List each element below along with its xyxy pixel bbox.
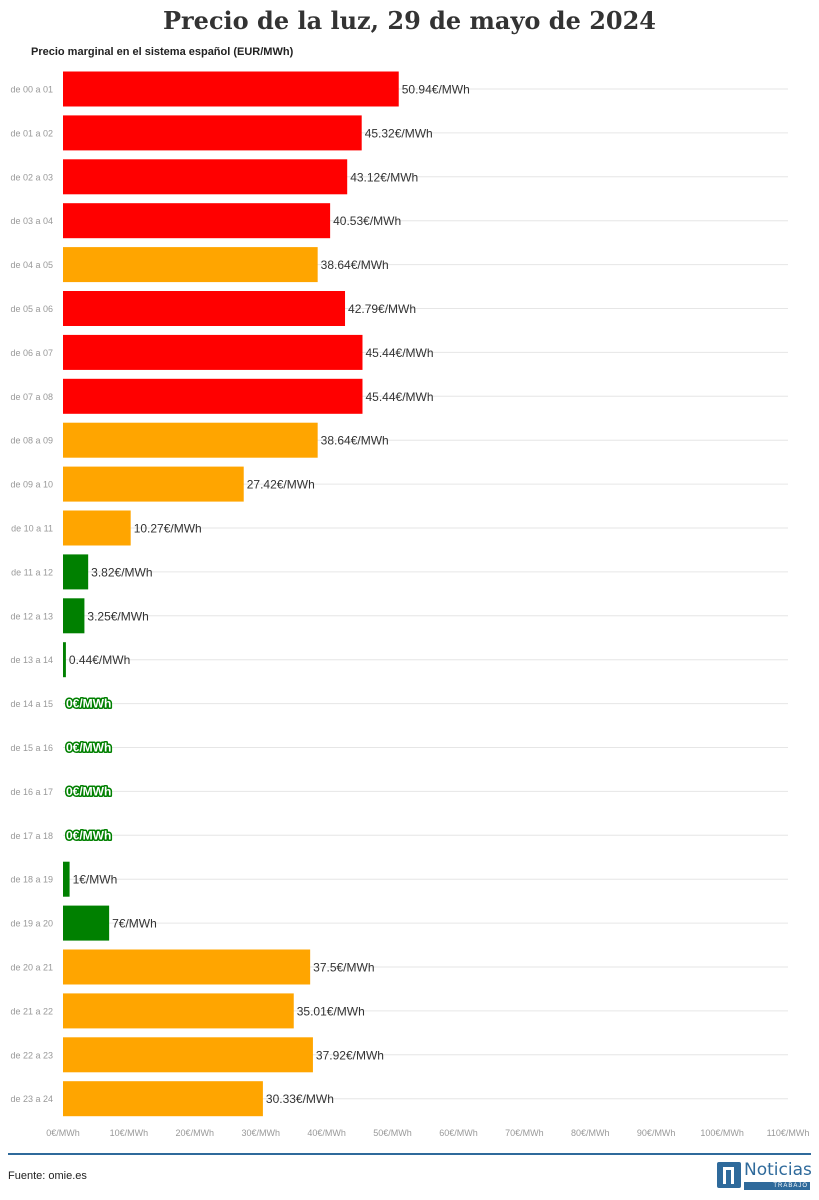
category-label: de 05 a 06 [10, 304, 53, 314]
bar [63, 598, 85, 634]
bar [63, 291, 346, 326]
category-label: de 03 a 04 [10, 216, 53, 226]
category-label: de 17 a 18 [10, 831, 53, 841]
x-tick-label: 40€/MWh [307, 1128, 346, 1138]
bar [63, 203, 331, 239]
category-label: de 02 a 03 [10, 172, 53, 182]
data-label: 0€/MWh [66, 741, 111, 755]
category-label: de 21 a 22 [10, 1006, 53, 1016]
category-label: de 08 a 09 [10, 436, 53, 446]
bar [63, 71, 399, 107]
data-label: 50.94€/MWh [402, 83, 470, 97]
bar-chart: de 00 a 01 50.94€/MWh de 01 a 02 45.32€/MWh… [10, 71, 810, 1138]
category-label: de 09 a 10 [10, 480, 53, 490]
bar [63, 554, 89, 590]
category-label: de 06 a 07 [10, 348, 53, 358]
x-tick-label: 70€/MWh [505, 1128, 544, 1138]
bar [63, 378, 363, 414]
chart-subtitle: Precio marginal en el sistema español (E… [31, 46, 294, 58]
bar [63, 993, 294, 1029]
data-label: 30.33€/MWh [266, 1092, 334, 1106]
data-label: 45.44€/MWh [365, 390, 433, 404]
source-note: Fuente: omie.es [8, 1170, 87, 1182]
logo-name: Noticias [744, 1160, 812, 1180]
data-label: 3.25€/MWh [87, 609, 148, 623]
category-label: de 20 a 21 [10, 963, 53, 973]
category-label: de 11 a 12 [11, 567, 53, 577]
data-label: 38.64€/MWh [321, 258, 389, 272]
bar [63, 115, 362, 151]
data-label: 0€/MWh [66, 828, 111, 842]
data-label: 37.92€/MWh [316, 1048, 384, 1062]
x-tick-label: 20€/MWh [176, 1128, 215, 1138]
logo-mark-icon [717, 1162, 741, 1188]
data-label: 42.79€/MWh [348, 302, 416, 316]
category-label: de 23 a 24 [10, 1094, 53, 1104]
category-label: de 16 a 17 [10, 787, 53, 797]
data-label: 37.5€/MWh [313, 961, 374, 975]
bar [63, 1081, 263, 1117]
x-tick-label: 100€/MWh [700, 1128, 744, 1138]
category-label: de 04 a 05 [10, 260, 53, 270]
data-label: 35.01€/MWh [297, 1004, 365, 1018]
data-label: 27.42€/MWh [247, 478, 315, 492]
noticias-trabajo-logo: Noticias TRABAJO [717, 1160, 812, 1190]
x-tick-label: 110€/MWh [767, 1128, 810, 1138]
data-label: 7€/MWh [112, 917, 157, 931]
bar [63, 642, 66, 678]
chart-title: Precio de la luz, 29 de mayo de 2024 [162, 6, 656, 35]
bar [63, 159, 348, 195]
category-label: de 22 a 23 [10, 1050, 53, 1060]
logo-tagline: TRABAJO [744, 1182, 810, 1190]
category-label: de 14 a 15 [10, 699, 53, 709]
category-label: de 07 a 08 [10, 392, 53, 402]
x-tick-label: 30€/MWh [241, 1128, 280, 1138]
bar [63, 905, 110, 941]
x-tick-label: 50€/MWh [373, 1128, 412, 1138]
category-label: de 10 a 11 [11, 524, 53, 534]
data-label: 45.44€/MWh [365, 346, 433, 360]
bar [63, 949, 311, 985]
footer-divider [8, 1153, 811, 1155]
bar [63, 334, 363, 370]
category-label: de 00 a 01 [10, 85, 53, 95]
x-tick-label: 60€/MWh [439, 1128, 478, 1138]
x-tick-label: 80€/MWh [571, 1128, 610, 1138]
category-label: de 01 a 02 [10, 128, 53, 138]
bar [63, 1037, 313, 1073]
data-label: 1€/MWh [73, 873, 118, 887]
bar [63, 466, 244, 502]
data-label: 3.82€/MWh [91, 565, 152, 579]
data-label: 38.64€/MWh [321, 434, 389, 448]
category-label: de 13 a 14 [10, 655, 53, 665]
bar [63, 510, 131, 546]
data-label: 10.27€/MWh [134, 522, 202, 536]
data-label: 45.32€/MWh [365, 126, 433, 140]
category-label: de 18 a 19 [10, 875, 53, 885]
bar [63, 861, 70, 897]
bar [63, 247, 318, 283]
bar [63, 422, 318, 458]
data-label: 40.53€/MWh [333, 214, 401, 228]
data-label: 0€/MWh [66, 784, 111, 798]
data-label: 0.44€/MWh [69, 653, 130, 667]
data-label: 43.12€/MWh [350, 170, 418, 184]
x-tick-label: 90€/MWh [637, 1128, 676, 1138]
category-label: de 12 a 13 [10, 611, 53, 621]
category-label: de 15 a 16 [10, 743, 53, 753]
x-tick-label: 10€/MWh [110, 1128, 149, 1138]
x-tick-label: 0€/MWh [46, 1128, 80, 1138]
data-label: 0€/MWh [66, 697, 111, 711]
category-label: de 19 a 20 [10, 919, 53, 929]
